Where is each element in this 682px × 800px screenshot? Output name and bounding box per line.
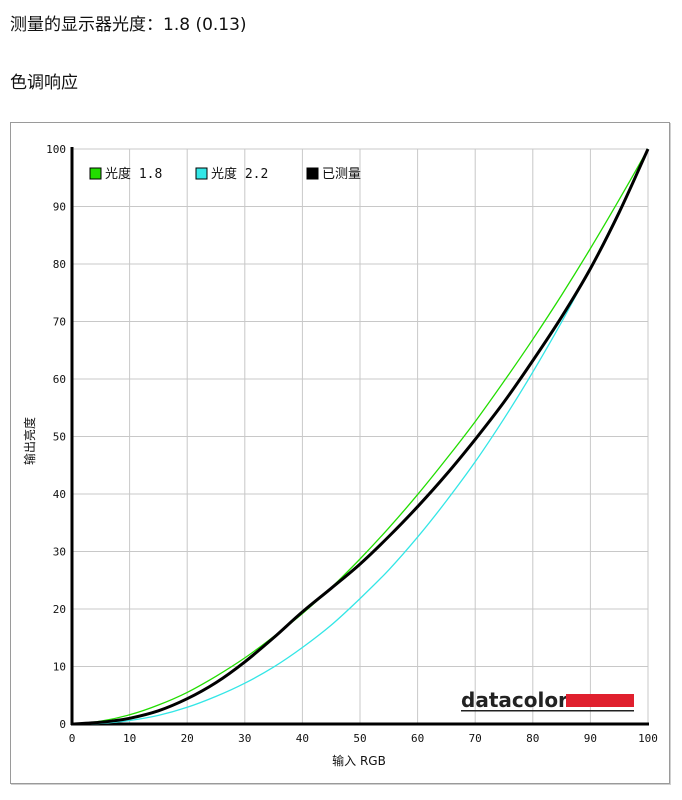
tick-labels: 0 10 20 30 40 50 60 70 80 90 100 0 10 20 30 40 50 60 70 80 9… bbox=[46, 143, 658, 745]
x-tick-label: 0 bbox=[69, 732, 76, 745]
series-line-2 bbox=[71, 148, 649, 725]
legend-item: 光度 1.8 bbox=[89, 166, 162, 182]
y-axis-label: 输出亮度 bbox=[22, 417, 37, 465]
y-tick-label: 10 bbox=[53, 661, 66, 674]
grid bbox=[71, 148, 649, 725]
x-tick-label: 80 bbox=[526, 732, 539, 745]
axes bbox=[70, 147, 649, 726]
y-tick-label: 20 bbox=[53, 603, 66, 616]
x-axis-label: 输入 RGB bbox=[332, 753, 386, 768]
y-tick-label: 100 bbox=[46, 143, 66, 156]
legend-label: 已测量 bbox=[322, 167, 361, 182]
y-tick-label: 50 bbox=[53, 431, 66, 444]
chart-panel: 0 10 20 30 40 50 60 70 80 90 100 0 10 20 30 40 50 60 70 80 9… bbox=[10, 122, 670, 784]
section-title: 色调响应 bbox=[10, 73, 78, 93]
y-tick-label: 80 bbox=[53, 258, 66, 271]
datacolor-logo-underline bbox=[461, 710, 634, 712]
legend: 光度 1.8 光度 2.2 已测量 bbox=[89, 166, 361, 182]
datacolor-logo-text: datacolor bbox=[461, 688, 568, 712]
legend-swatch bbox=[89, 167, 102, 180]
page-title: 测量的显示器光度：1.8 (0.13) bbox=[10, 15, 247, 35]
datacolor-logo: datacolor bbox=[461, 688, 634, 712]
y-tick-label: 60 bbox=[53, 373, 66, 386]
series-line-3 bbox=[71, 148, 650, 726]
tone-response-chart: 0 10 20 30 40 50 60 70 80 90 100 0 10 20 30 40 50 60 70 80 9… bbox=[22, 143, 658, 768]
x-tick-label: 60 bbox=[411, 732, 424, 745]
x-tick-label: 100 bbox=[638, 732, 658, 745]
y-tick-label: 30 bbox=[53, 546, 66, 559]
datacolor-logo-bar bbox=[566, 694, 634, 707]
x-tick-label: 90 bbox=[584, 732, 597, 745]
legend-swatch bbox=[195, 167, 208, 180]
legend-label: 光度 1.8 bbox=[105, 166, 162, 182]
series-line-1 bbox=[71, 148, 649, 725]
y-tick-label: 40 bbox=[53, 488, 66, 501]
x-tick-label: 10 bbox=[123, 732, 136, 745]
x-tick-label: 40 bbox=[296, 732, 309, 745]
legend-swatch bbox=[306, 167, 319, 180]
y-tick-label: 70 bbox=[53, 316, 66, 329]
series-lines bbox=[71, 148, 650, 726]
x-tick-label: 50 bbox=[353, 732, 366, 745]
legend-label: 光度 2.2 bbox=[211, 166, 268, 182]
x-tick-label: 20 bbox=[181, 732, 194, 745]
legend-item: 光度 2.2 bbox=[195, 166, 268, 182]
y-tick-label: 0 bbox=[59, 718, 66, 731]
legend-item: 已测量 bbox=[306, 167, 361, 182]
x-tick-label: 70 bbox=[469, 732, 482, 745]
y-tick-label: 90 bbox=[53, 201, 66, 214]
x-tick-label: 30 bbox=[238, 732, 251, 745]
